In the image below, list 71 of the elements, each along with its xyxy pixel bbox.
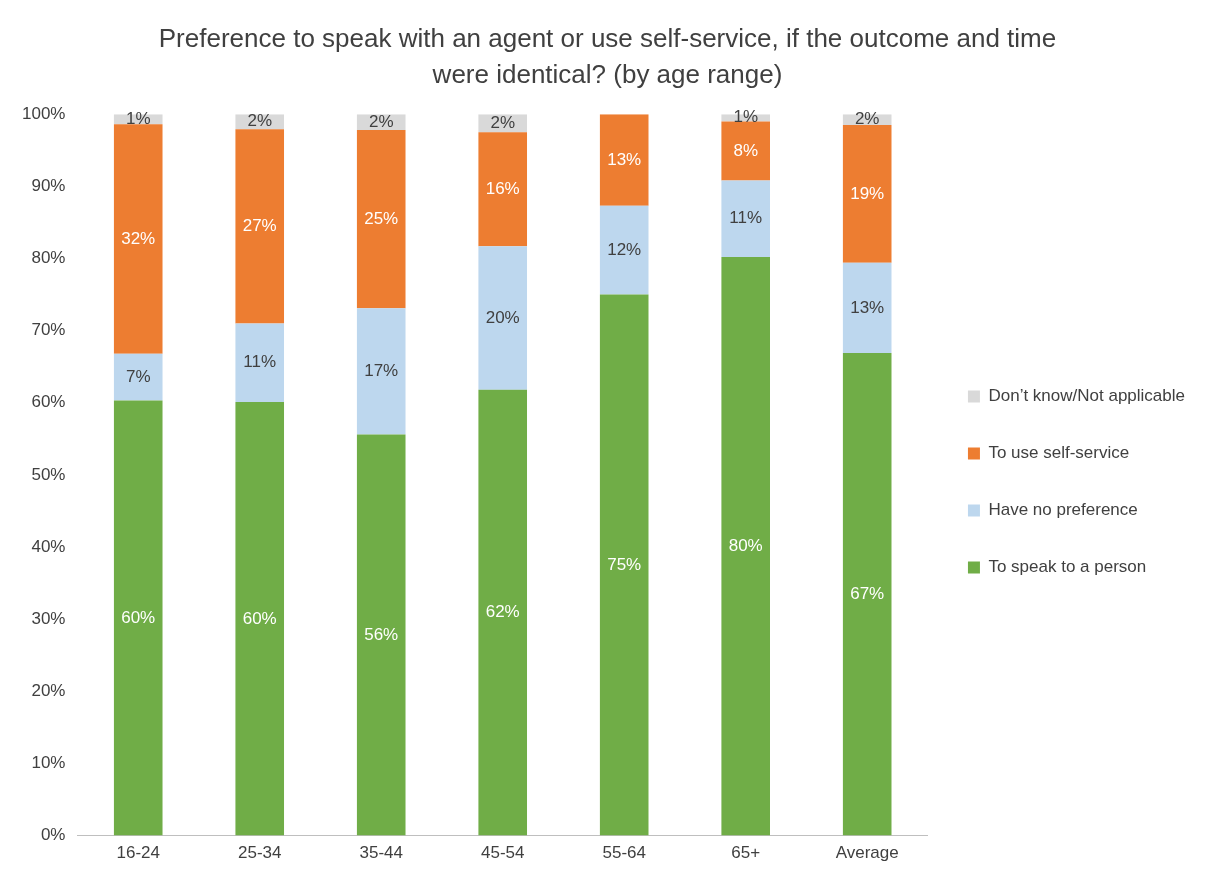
data-label: 20% [485, 307, 520, 327]
data-label: 19% [850, 183, 885, 203]
bar [478, 132, 528, 247]
bar [235, 402, 285, 836]
x-tick-label: 25-34 [237, 843, 282, 863]
data-label: 32% [121, 228, 156, 248]
data-label: 67% [850, 583, 885, 603]
y-tick-label: 10% [31, 753, 66, 773]
bar [599, 294, 649, 836]
data-label: 2% [490, 112, 515, 132]
data-label: 62% [485, 602, 520, 622]
data-label: 60% [121, 607, 156, 627]
x-tick-label: 45-54 [480, 843, 525, 863]
data-label: 2% [247, 111, 273, 131]
x-tick-label: 35-44 [359, 843, 403, 863]
data-label: 60% [242, 608, 277, 628]
data-label: 75% [607, 554, 642, 574]
y-tick-label: 30% [31, 608, 66, 628]
bar [478, 389, 528, 836]
bar [356, 130, 406, 309]
bar [356, 308, 406, 435]
y-tick-label: 60% [31, 392, 66, 412]
data-label: 2% [368, 111, 394, 131]
bar [721, 180, 770, 258]
data-label: 11% [243, 352, 277, 372]
bar [356, 434, 406, 836]
data-label: 11% [729, 208, 763, 228]
data-label: 8% [733, 140, 758, 160]
legend-label: To speak to a person [988, 557, 1147, 577]
data-label: 56% [364, 624, 399, 644]
bar [113, 353, 163, 401]
x-tick-label: Average [835, 843, 899, 863]
x-tick-label: 65+ [731, 843, 761, 863]
data-label: 12% [607, 239, 642, 259]
bar [235, 129, 285, 324]
bar [842, 262, 892, 353]
data-label: 13% [607, 149, 642, 169]
bar [599, 205, 649, 295]
data-label: 27% [242, 216, 277, 236]
legend-label: Have no preference [988, 500, 1138, 520]
y-tick-label: 20% [31, 681, 66, 701]
y-tick-label: 40% [31, 536, 66, 556]
data-label: 13% [850, 297, 885, 317]
data-label: 25% [364, 208, 399, 228]
legend-label: To use self-service [988, 443, 1130, 463]
data-label: 80% [728, 536, 763, 556]
bar [235, 323, 285, 403]
bar [842, 352, 892, 836]
bar [113, 400, 163, 836]
bar [721, 121, 770, 181]
bar [478, 246, 528, 390]
data-label: 7% [125, 366, 151, 386]
y-tick-label: 0% [40, 825, 66, 845]
bar [842, 125, 892, 263]
y-tick-label: 100% [22, 103, 66, 123]
data-label: 2% [854, 109, 880, 129]
chart-title: Preference to speak with an agent or use self-service, if the outcome and time were identical? (by age range) [157, 22, 1058, 91]
y-tick-label: 80% [31, 248, 66, 268]
legend-label: Don’t know/Not applicable [988, 386, 1186, 406]
bar [721, 257, 770, 836]
data-label: 1% [733, 107, 758, 127]
y-tick-label: 70% [31, 320, 66, 340]
y-tick-label: 90% [31, 176, 66, 196]
bar [113, 124, 163, 354]
data-label: 17% [364, 361, 399, 381]
data-label: 1% [125, 108, 151, 128]
x-tick-label: 16-24 [116, 843, 160, 863]
data-label: 16% [485, 178, 520, 198]
bar [599, 114, 649, 206]
x-tick-label: 55-64 [602, 843, 646, 863]
y-tick-label: 50% [31, 464, 66, 484]
